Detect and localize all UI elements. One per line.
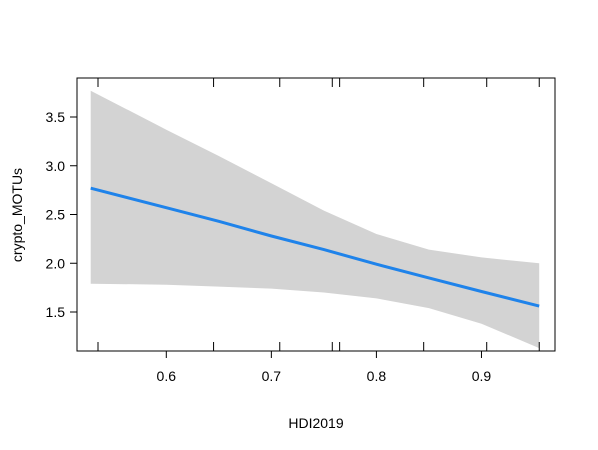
- y-axis: 1.5 2.0 2.5 3.0 3.5: [46, 109, 77, 320]
- confidence-band: [90, 90, 540, 349]
- rug-marks: [97, 78, 540, 351]
- confidence-band-layer: [90, 90, 540, 349]
- y-tick-label: 3.5: [46, 109, 66, 125]
- x-axis-title: HDI2019: [288, 415, 343, 431]
- x-tick-label: 0.9: [472, 368, 492, 384]
- x-tick-label: 0.8: [367, 368, 387, 384]
- y-tick-label: 3.0: [46, 158, 66, 174]
- x-tick-label: 0.6: [157, 368, 177, 384]
- x-axis: 0.6 0.7 0.8 0.9: [157, 351, 492, 384]
- y-axis-title: crypto_MOTUs: [9, 168, 25, 262]
- fit-line: [90, 186, 540, 308]
- fit-line-layer: [90, 186, 540, 308]
- x-tick-label: 0.7: [262, 368, 282, 384]
- y-tick-label: 2.5: [46, 207, 66, 223]
- y-tick-label: 2.0: [46, 255, 66, 271]
- y-tick-label: 1.5: [46, 304, 66, 320]
